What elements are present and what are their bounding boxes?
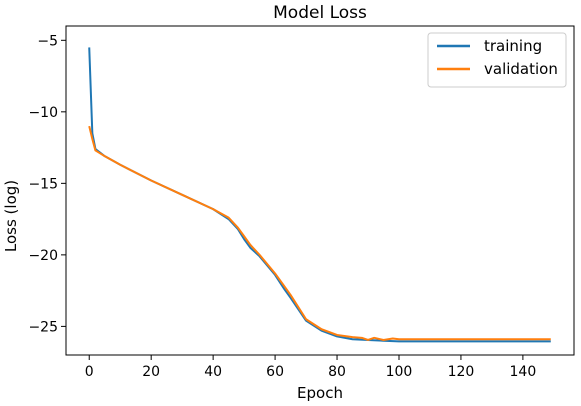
y-tick-label: −25 <box>28 319 58 335</box>
x-axis-label: Epoch <box>297 384 343 402</box>
x-tick-label: 80 <box>328 364 346 380</box>
y-tick-label: −20 <box>28 248 58 264</box>
x-tick-label: 100 <box>386 364 413 380</box>
legend-label-validation: validation <box>484 60 558 78</box>
x-tick-label: 40 <box>204 364 222 380</box>
series-line-validation <box>88 125 551 341</box>
y-tick-label: −5 <box>37 33 58 49</box>
x-axis: 0 20 40 60 80 100 120 140 <box>85 355 536 380</box>
x-tick-label: 140 <box>510 364 537 380</box>
x-tick-label: 120 <box>448 364 475 380</box>
x-tick-label: 0 <box>85 364 94 380</box>
y-axis: −5 −10 −15 −20 −25 <box>28 33 66 335</box>
legend-label-training: training <box>484 37 542 55</box>
chart-title: Model Loss <box>273 3 367 23</box>
plot-frame <box>65 25 575 356</box>
x-tick-label: 20 <box>142 364 160 380</box>
y-tick-label: −10 <box>28 105 58 121</box>
legend: training validation <box>427 32 567 88</box>
y-tick-label: −15 <box>28 176 58 192</box>
series-line-training <box>88 47 551 343</box>
y-axis-label: Loss (log) <box>2 180 20 252</box>
plot-area <box>88 47 551 343</box>
x-tick-label: 60 <box>266 364 284 380</box>
